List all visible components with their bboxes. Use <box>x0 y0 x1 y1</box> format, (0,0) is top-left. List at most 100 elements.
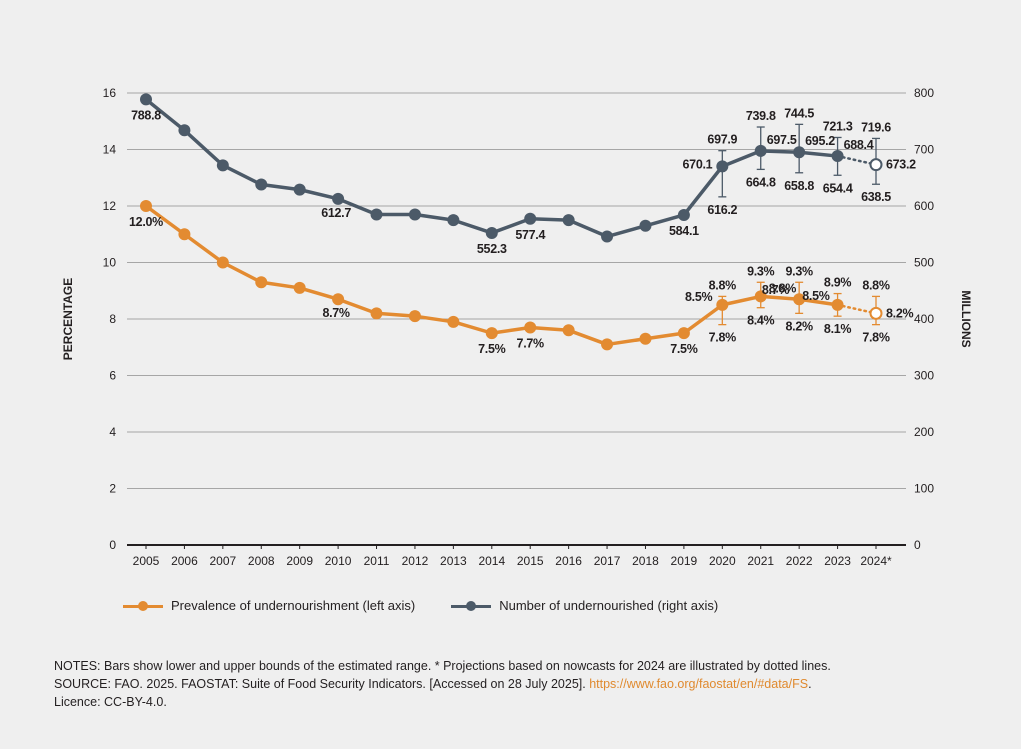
data-point <box>485 226 498 239</box>
left-tick-label: 2 <box>109 482 116 496</box>
right-tick-label: 100 <box>914 482 934 496</box>
range-high-label: 697.9 <box>707 133 737 147</box>
data-label: 584.1 <box>669 224 699 238</box>
data-point <box>754 144 767 157</box>
left-tick-label: 16 <box>103 86 117 100</box>
left-tick-label: 12 <box>103 199 117 213</box>
data-point <box>601 230 614 243</box>
data-label: 8.2% <box>886 306 913 320</box>
x-tick-label: 2008 <box>248 554 275 568</box>
data-point <box>216 256 229 269</box>
left-tick-label: 0 <box>109 538 116 552</box>
x-tick-label: 2019 <box>671 554 698 568</box>
left-axis-ticks: 0 2 4 6 8 10 12 14 16 <box>103 86 117 552</box>
data-point <box>716 160 729 173</box>
data-point <box>216 159 229 172</box>
data-point <box>793 293 806 306</box>
range-low-label: 638.5 <box>861 190 891 204</box>
range-high-label: 719.6 <box>861 120 891 134</box>
left-tick-label: 4 <box>109 425 116 439</box>
data-label: 697.5 <box>767 133 797 147</box>
projection-line <box>836 303 878 315</box>
projected-point <box>869 158 883 172</box>
series <box>140 93 883 351</box>
data-label: 8.7% <box>322 306 349 320</box>
range-low-label: 8.2% <box>786 319 813 333</box>
data-label: 12.0% <box>129 215 163 229</box>
data-label: 688.4 <box>844 138 874 152</box>
range-low-label: 664.8 <box>746 175 776 189</box>
right-tick-label: 400 <box>914 312 934 326</box>
x-tick-label: 2012 <box>402 554 429 568</box>
range-high-label: 744.5 <box>784 106 814 120</box>
gridlines <box>127 92 906 546</box>
x-tick-label: 2010 <box>325 554 352 568</box>
legend-item-prevalence: Prevalence of undernourishment (left axi… <box>123 598 415 613</box>
range-low-label: 7.8% <box>709 331 736 345</box>
data-point <box>716 298 729 311</box>
left-tick-label: 14 <box>103 143 117 157</box>
data-point <box>140 200 152 212</box>
source-text: SOURCE: FAO. 2025. FAOSTAT: Suite of Foo… <box>54 675 954 693</box>
x-tick-label: 2021 <box>747 554 774 568</box>
data-point <box>447 315 460 328</box>
projection-line <box>836 154 878 166</box>
source-prefix: SOURCE: FAO. 2025. FAOSTAT: Suite of Foo… <box>54 677 590 691</box>
x-tick-label: 2017 <box>594 554 621 568</box>
data-label: 8.7% <box>762 283 789 297</box>
data-point <box>255 276 268 289</box>
data-label: 673.2 <box>886 158 916 172</box>
data-point <box>601 338 614 351</box>
x-tick-label: 2016 <box>555 554 582 568</box>
legend: Prevalence of undernourishment (left axi… <box>123 598 718 613</box>
legend-swatch-prevalence <box>123 599 163 613</box>
data-labels: 8.8% 7.8% 9.3% 8.4% 9.3% 8.2% 8.9% 8.1% 8.8% 7.8%… <box>129 106 916 356</box>
x-tick-label: 2023 <box>824 554 851 568</box>
legend-swatch-number <box>451 599 492 613</box>
data-point <box>370 208 383 221</box>
series-prevalence <box>140 200 883 351</box>
data-label: 8.8% <box>769 281 796 295</box>
right-tick-label: 300 <box>914 369 934 383</box>
data-label: 612.7 <box>321 206 351 220</box>
right-tick-label: 200 <box>914 425 934 439</box>
data-point <box>793 146 806 159</box>
right-tick-label: 0 <box>914 538 921 552</box>
left-tick-label: 8 <box>109 312 116 326</box>
range-high-label: 9.3% <box>747 264 774 278</box>
range-low-label: 658.8 <box>784 179 814 193</box>
data-point <box>447 214 460 227</box>
data-point <box>408 310 421 323</box>
data-point <box>831 150 844 163</box>
data-point <box>562 324 575 337</box>
source-link[interactable]: https://www.fao.org/faostat/en/#data/FS <box>589 677 809 691</box>
data-point <box>255 178 268 191</box>
range-low-label: 616.2 <box>707 203 737 217</box>
x-tick-label: 2007 <box>209 554 236 568</box>
right-tick-label: 800 <box>914 86 934 100</box>
projected-point <box>869 306 883 320</box>
legend-item-number: Number of undernourished (right axis) <box>451 598 718 613</box>
range-low-label: 654.4 <box>823 181 853 195</box>
data-point <box>408 208 421 221</box>
data-label: 8.5% <box>685 290 712 304</box>
notes-text: NOTES: Bars show lower and upper bounds … <box>54 659 831 673</box>
licence-text: Licence: CC-BY-4.0. <box>54 695 167 709</box>
data-point <box>639 332 652 345</box>
x-tick-label: 2020 <box>709 554 736 568</box>
x-axis-ticks: 2005 2006 2007 2008 2009 2010 2011 2012 2013 2014… <box>133 545 892 568</box>
x-tick-label: 2024* <box>860 554 892 568</box>
left-tick-label: 6 <box>109 369 116 383</box>
data-label: 552.3 <box>477 242 507 256</box>
right-axis-ticks: 0 100 200 300 400 500 600 700 800 <box>914 86 934 552</box>
right-tick-label: 600 <box>914 199 934 213</box>
data-point <box>754 290 767 303</box>
x-tick-label: 2014 <box>478 554 505 568</box>
series-number <box>140 93 883 243</box>
range-high-label: 9.3% <box>786 264 813 278</box>
range-high-label: 721.3 <box>823 119 853 133</box>
data-label: 7.5% <box>478 342 505 356</box>
data-point <box>677 208 690 221</box>
data-label: 670.1 <box>683 157 713 171</box>
